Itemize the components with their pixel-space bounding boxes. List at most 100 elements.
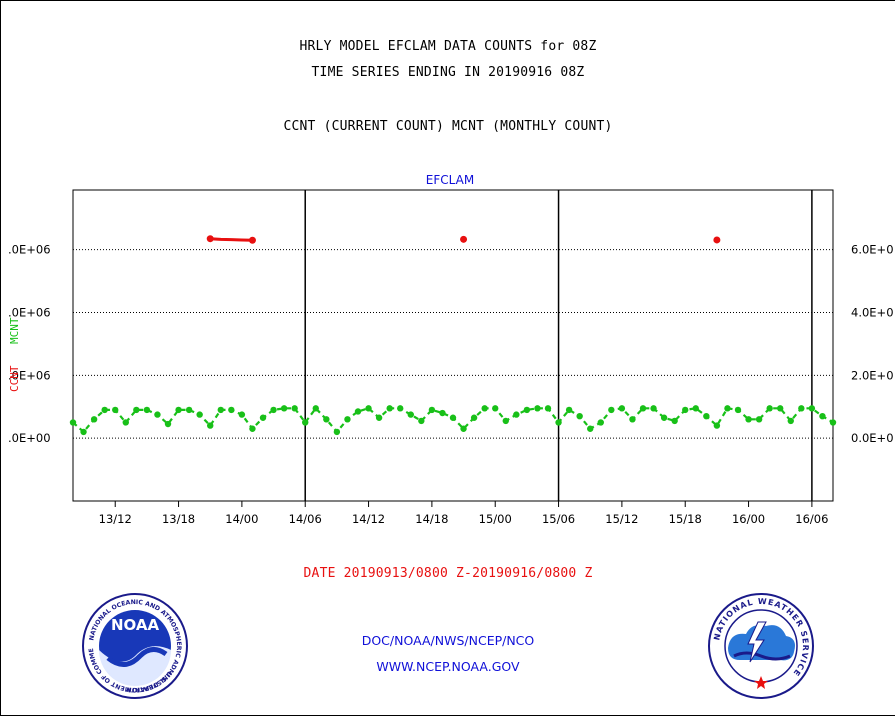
x-tick-label: 14/06 (289, 512, 322, 526)
mcnt-point (513, 411, 520, 418)
mcnt-point (333, 428, 341, 436)
noaa-logo: NOAA NATIONAL OCEANIC AND ATMOSPHERIC AD… (80, 592, 188, 699)
tick-labels: .0E+00 0.0E+0 .0E+06 2.0E+0 .0E+06 4.0E+0 .0E+… (8, 243, 894, 526)
y-axis-label-ccnt: CCNT (8, 365, 21, 393)
mcnt-point (819, 412, 826, 420)
x-tick-label: 14/18 (415, 512, 448, 526)
mcnt-point (618, 405, 626, 412)
mcnt-point (724, 405, 731, 412)
mcnt-point (470, 414, 478, 421)
mcnt-point (365, 405, 372, 412)
mcnt-point (249, 425, 256, 432)
mcnt-point (280, 405, 288, 412)
mcnt-point (449, 414, 457, 421)
mcnt-point (228, 406, 235, 414)
mcnt-point (798, 405, 805, 412)
ccnt-point (248, 236, 256, 244)
mcnt-point (428, 406, 436, 414)
mcnt-point (682, 406, 689, 414)
mcnt-point (80, 428, 87, 436)
mcnt-point (565, 406, 573, 414)
nws-logo: NATIONAL WEATHER SERVICE (708, 593, 814, 699)
mcnt-point (576, 412, 583, 420)
mcnt-point (650, 405, 657, 412)
mcnt-point (671, 417, 678, 425)
grid-lines (73, 249, 833, 439)
plot-border (72, 189, 834, 502)
y-tick-label-left: .0E+06 (8, 368, 51, 382)
ccnt-point (460, 235, 468, 243)
url-link[interactable]: WWW.NCEP.NOAA.GOV (376, 659, 520, 674)
org-label: DOC/NOAA/NWS/NCEP/NCO (361, 633, 535, 648)
mcnt-point (734, 406, 742, 414)
mcnt-point (534, 405, 541, 412)
mcnt-point (597, 419, 604, 426)
mcnt-point (703, 412, 710, 420)
mcnt-point (238, 411, 246, 418)
mcnt-point (755, 416, 763, 423)
mcnt-point (302, 419, 309, 426)
y-tick-label-left: .0E+00 (8, 431, 51, 445)
ccnt-point (206, 235, 214, 243)
mcnt-point (375, 414, 383, 421)
mcnt-point (692, 405, 699, 412)
x-tick-label: 15/06 (542, 512, 575, 526)
series-marks (69, 235, 837, 436)
x-tick-label: 13/12 (99, 512, 132, 526)
chart-header-line2: TIME SERIES ENDING IN 20190916 08Z (311, 65, 585, 80)
date-range-label: DATE 20190913/0800 Z-20190916/0800 Z (303, 566, 593, 581)
y-tick-label-right: 6.0E+0 (851, 243, 894, 257)
mcnt-point (481, 405, 488, 412)
mcnt-point (217, 406, 224, 414)
mcnt-point (164, 420, 172, 428)
chart-title: EFCLAM (426, 173, 474, 187)
mcnt-point (397, 405, 404, 412)
mcnt-point (175, 406, 182, 414)
x-tick-label: 15/12 (605, 512, 638, 526)
mcnt-point (502, 417, 509, 425)
ccnt-series-line (210, 237, 253, 242)
x-tick-label: 15/18 (669, 512, 702, 526)
mcnt-point (143, 406, 151, 414)
mcnt-point (745, 416, 752, 423)
mcnt-point (829, 419, 837, 426)
mcnt-point (523, 406, 531, 414)
mcnt-point (787, 417, 794, 425)
mcnt-point (386, 405, 393, 412)
mcnt-point (587, 425, 594, 432)
y-tick-label-left: .0E+06 (8, 306, 51, 320)
mcnt-point (639, 405, 647, 412)
mcnt-point (544, 405, 552, 412)
mcnt-point (344, 416, 351, 423)
x-tick-label: 14/12 (352, 512, 385, 526)
mcnt-point (492, 405, 499, 412)
y-tick-label-left: .0E+06 (8, 243, 51, 257)
noaa-badge-text: NOAA (111, 616, 160, 634)
mcnt-point (418, 417, 425, 425)
x-tick-label: 14/00 (225, 512, 258, 526)
mcnt-point (291, 405, 298, 412)
x-tick-label: 16/00 (732, 512, 765, 526)
axes (72, 189, 834, 507)
mcnt-point (766, 405, 773, 412)
mcnt-point (312, 405, 319, 412)
chart-header-line3: CCNT (CURRENT COUNT) MCNT (MONTHLY COUNT… (283, 119, 613, 134)
mcnt-point (808, 405, 816, 412)
mcnt-point (460, 425, 467, 432)
y-tick-label-right: 4.0E+0 (851, 306, 894, 320)
x-tick-label: 15/00 (479, 512, 512, 526)
mcnt-point (90, 416, 98, 423)
mcnt-point (354, 408, 362, 415)
mcnt-point (660, 414, 668, 421)
ccnt-point (713, 236, 721, 244)
chart-header-line1: HRLY MODEL EFCLAM DATA COUNTS for 08Z (299, 39, 597, 54)
mcnt-point (608, 406, 615, 414)
x-tick-label: 13/18 (162, 512, 195, 526)
mcnt-point (407, 411, 414, 418)
mcnt-point (101, 406, 108, 414)
mcnt-point (154, 411, 161, 418)
mcnt-point (69, 419, 77, 426)
mcnt-point (196, 411, 203, 418)
mcnt-point (555, 419, 562, 426)
